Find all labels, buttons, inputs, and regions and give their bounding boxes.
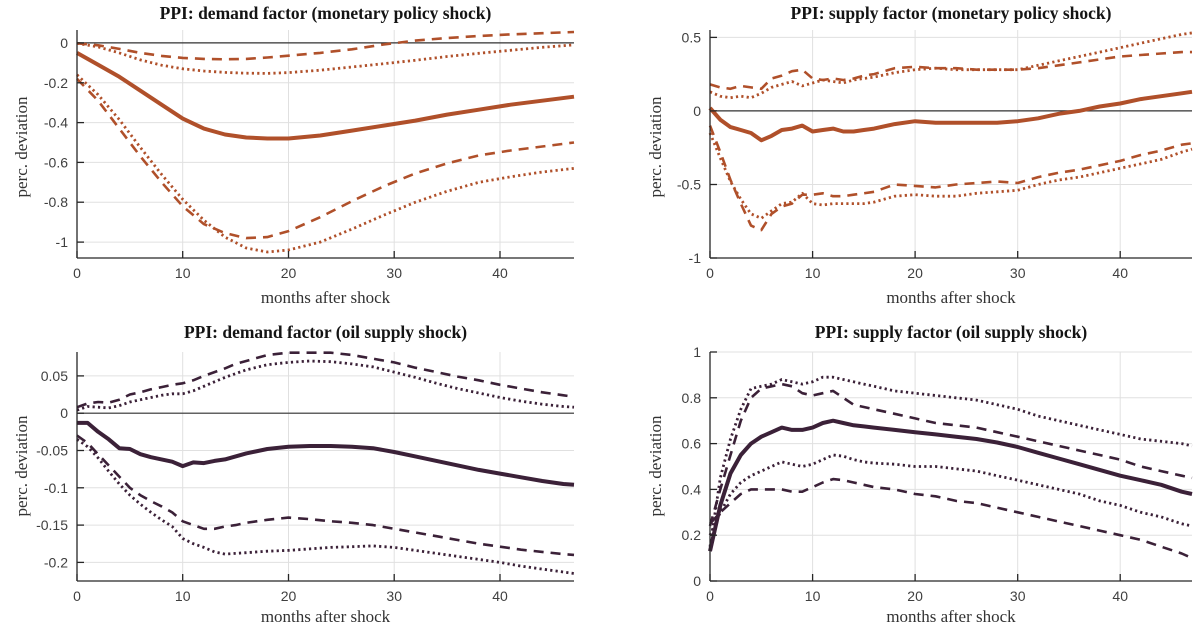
x-tick-label: 0 [706,265,714,281]
x-tick-label: 20 [907,265,923,281]
y-tick-label: -0.6 [44,154,68,170]
x-axis-label: months after shock [886,288,1016,307]
x-tick-label: 0 [706,588,714,604]
series-point-estimate [708,418,1193,552]
series-lower-band-dotted [76,73,575,254]
x-tick-label: 20 [281,588,297,604]
series-upper-band-dotted [76,359,575,412]
series-point-estimate [77,420,575,487]
x-tick-label: 40 [1112,265,1128,281]
y-tick-label: -1 [56,234,69,250]
series-upper-band-dashed [76,351,575,409]
series-lower-band-dashed [708,125,1193,232]
x-tick-label: 30 [386,265,402,281]
series-lower-band-dotted [708,453,1193,536]
x-axis-label: months after shock [886,607,1016,626]
y-tick-label: 0 [60,405,68,421]
x-tick-label: 10 [175,588,191,604]
series-upper-band-dashed [709,50,1192,91]
y-tick-label: -0.05 [36,443,68,459]
x-tick-label: 40 [492,588,508,604]
y-axis-label: perc. deviation [12,96,31,198]
y-tick-label: 0 [693,573,701,589]
x-axis-label: months after shock [260,288,391,307]
y-tick-label: -0.8 [44,194,68,210]
x-axis-label: months after shock [260,607,391,626]
y-tick-label: 0.5 [682,29,702,45]
plot-area-ppi-supply-monetary: 0.50-0.5-10 10 20 30 40 [677,29,1193,281]
y-tick-label: -0.1 [44,480,68,496]
x-tick-label: 40 [492,265,508,281]
series-upper-band-dotted [708,375,1193,547]
y-tick-label: -0.5 [677,177,701,193]
plot-area-ppi-demand-oil: 0.05 0 -0.05 -0.1 -0.15 -0.2 0 10 20 30 40 [36,351,575,604]
x-tick-label: 30 [1010,265,1026,281]
chart-title: PPI: supply factor (monetary policy shoc… [790,3,1112,23]
y-tick-label: -0.2 [44,75,68,91]
x-tick-label: 20 [907,588,923,604]
x-tick-label: 0 [73,265,81,281]
y-tick-label: 0.2 [682,527,702,543]
x-tick-label: 0 [73,588,81,604]
x-tick-label: 30 [386,588,402,604]
series-lower-band-dashed [76,434,575,557]
y-tick-label: 0 [693,103,701,119]
plot-area-ppi-supply-oil: 00.20.40.60.810 10 20 30 40 [682,344,1193,604]
y-axis-label: perc. deviation [646,96,665,198]
series-lower-band-dotted [76,438,575,575]
series-upper-band-dashed [708,382,1193,527]
x-tick-label: 10 [805,265,821,281]
chart-ppi-supply-monetary-shock: 0.5 0 -0.5 -1 0 10 20 30 40 PPI: supply factor (… [600,0,1200,319]
y-axis-label: perc. deviation [646,415,665,517]
y-tick-label: 0.8 [682,390,702,406]
chart-ppi-demand-monetary-shock: 0 -0.2 -0.4 -0.6 -0.8 -1 0 10 20 30 40 PPI: demand… [0,0,600,319]
series-lower-band-dotted [708,132,1193,220]
chart-title: PPI: supply factor (oil supply shock) [814,322,1088,342]
y-tick-label: 0.6 [682,436,702,452]
series-upper-band-dashed [76,30,575,61]
x-tick-label: 10 [805,588,821,604]
series-lower-band-dashed [76,77,575,240]
chart-ppi-supply-oil-shock: 0 0.2 0.4 0.6 0.8 1 0 10 20 30 40 PPI: supply fact… [600,319,1200,638]
series-point-estimate [76,51,575,141]
y-tick-label: 0 [60,35,68,51]
series-upper-band-dotted [709,31,1193,100]
y-tick-label: 1 [693,344,701,360]
chart-title: PPI: demand factor (monetary policy shoc… [159,3,492,23]
series-point-estimate [708,89,1193,143]
x-tick-label: 40 [1112,588,1128,604]
x-tick-label: 30 [1010,588,1026,604]
y-tick-label: -0.2 [44,554,68,570]
y-tick-label: -0.15 [36,517,68,533]
y-axis-label: perc. deviation [12,415,31,517]
x-tick-label: 20 [281,265,297,281]
chart-title: PPI: demand factor (oil supply shock) [183,322,468,342]
y-tick-label: 0.4 [682,481,702,497]
plot-area-ppi-demand-monetary: 0-0.2-0.4-0.6-0.8-10 10 20 30 40 [44,30,575,281]
x-tick-label: 10 [175,265,191,281]
chart-ppi-demand-oil-shock: 0.05 0 -0.05 -0.1 -0.15 -0.2 0 10 20 30 40 PPI: de… [0,319,600,638]
y-tick-label: -0.4 [44,115,68,131]
series-lower-band-dashed [709,477,1193,560]
y-tick-label: -1 [689,250,702,266]
series-upper-band-dotted [76,41,575,75]
y-tick-label: 0.05 [41,368,68,384]
